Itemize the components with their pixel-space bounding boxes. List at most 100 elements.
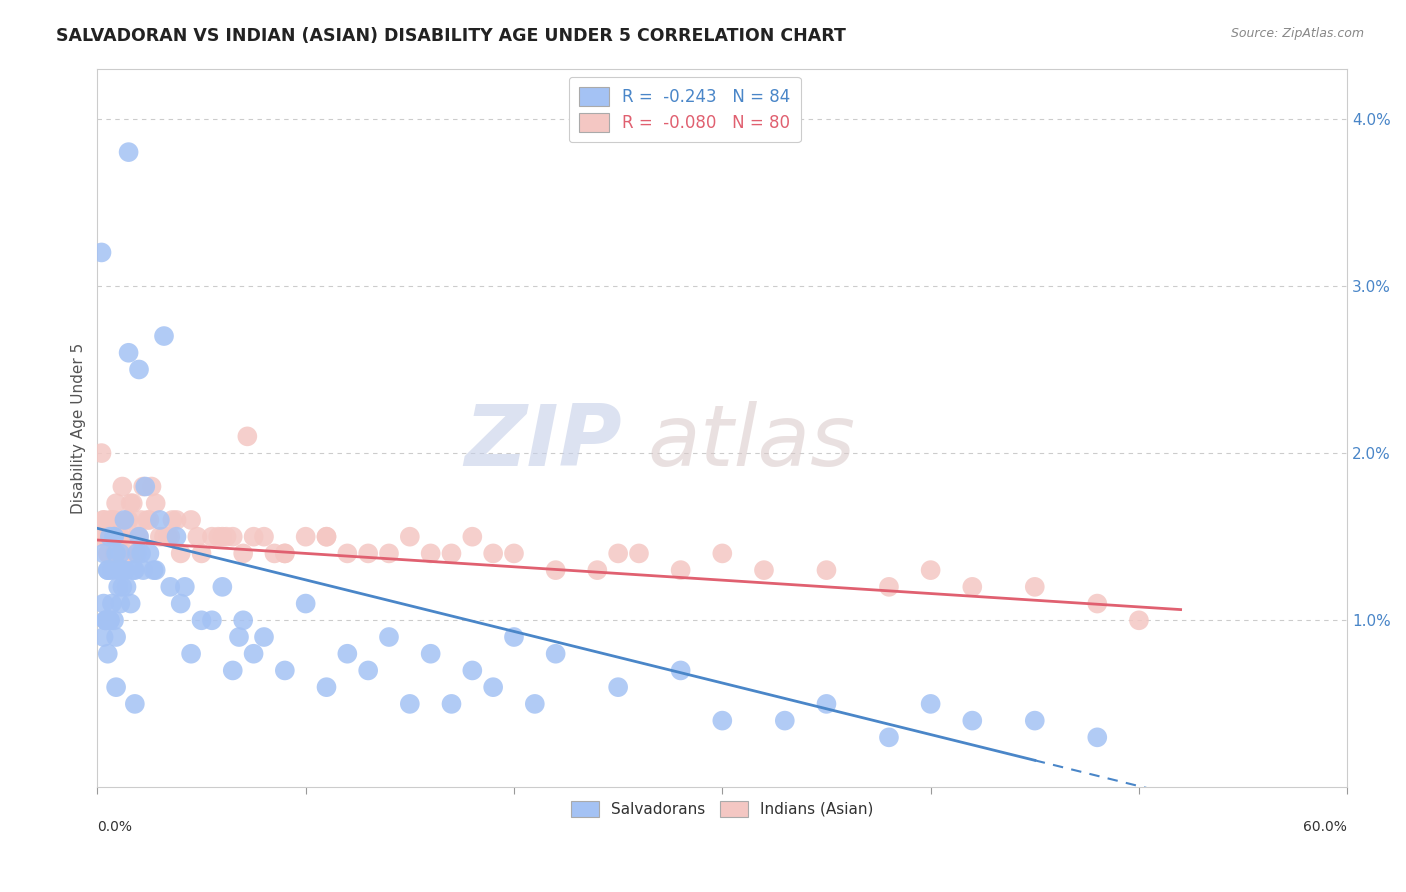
Point [132,479,155,493]
Point [101,513,124,527]
Point [253,630,276,644]
Point [815,563,838,577]
Point [440,546,463,560]
Point [378,630,401,644]
Point [544,563,567,577]
Point [440,697,463,711]
Point [141,479,163,493]
Point [627,546,650,560]
Point [124,563,146,577]
Legend: Salvadorans, Indians (Asian): Salvadorans, Indians (Asian) [565,795,880,823]
Text: Source: ZipAtlas.com: Source: ZipAtlas.com [1230,27,1364,40]
Point [920,697,942,711]
Point [274,546,297,560]
Point [190,613,212,627]
Point [503,546,526,560]
Point [211,530,233,544]
Point [145,496,167,510]
Point [107,530,129,544]
Point [101,563,124,577]
Point [124,546,146,560]
Point [98,613,121,627]
Point [136,513,159,527]
Point [97,563,120,577]
Point [201,530,224,544]
Point [357,664,380,678]
Point [711,546,734,560]
Point [242,647,264,661]
Point [336,546,359,560]
Point [110,597,132,611]
Point [201,613,224,627]
Point [544,647,567,661]
Point [107,580,129,594]
Point [98,613,121,627]
Y-axis label: Disability Age Under 5: Disability Age Under 5 [72,343,86,514]
Point [110,530,132,544]
Point [89,530,111,544]
Point [142,563,165,577]
Point [114,546,136,560]
Point [90,245,112,260]
Point [93,513,115,527]
Point [149,513,172,527]
Point [117,145,139,160]
Point [669,664,692,678]
Point [274,664,297,678]
Text: 0.0%: 0.0% [97,820,132,834]
Point [107,563,129,577]
Point [115,513,138,527]
Point [129,513,152,527]
Point [110,546,132,560]
Point [236,429,259,443]
Point [103,530,125,544]
Point [274,546,297,560]
Point [263,546,285,560]
Point [461,530,484,544]
Point [253,530,276,544]
Point [105,680,128,694]
Point [232,546,254,560]
Point [120,496,142,510]
Text: ZIP: ZIP [465,401,623,483]
Point [114,563,136,577]
Point [669,563,692,577]
Point [232,613,254,627]
Point [121,563,143,577]
Point [398,530,420,544]
Point [294,597,316,611]
Point [149,530,172,544]
Point [503,630,526,644]
Text: atlas: atlas [647,401,855,483]
Point [357,546,380,560]
Point [132,563,155,577]
Point [162,513,184,527]
Point [105,630,128,644]
Point [228,630,250,644]
Point [877,731,900,745]
Point [125,530,148,544]
Point [962,580,984,594]
Point [103,513,125,527]
Point [166,513,188,527]
Point [1024,714,1046,728]
Point [94,613,117,627]
Point [120,597,142,611]
Point [114,513,136,527]
Point [180,647,202,661]
Point [461,664,484,678]
Point [105,546,128,560]
Point [93,513,115,527]
Point [207,530,229,544]
Point [1085,731,1108,745]
Point [117,513,139,527]
Point [138,513,160,527]
Point [138,546,160,560]
Point [752,563,775,577]
Point [773,714,796,728]
Point [105,496,128,510]
Point [336,647,359,661]
Point [93,630,115,644]
Point [378,546,401,560]
Point [215,530,238,544]
